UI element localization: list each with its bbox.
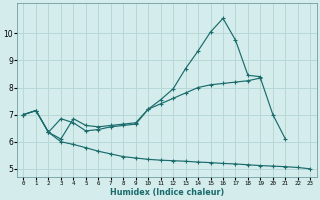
- X-axis label: Humidex (Indice chaleur): Humidex (Indice chaleur): [110, 188, 224, 197]
